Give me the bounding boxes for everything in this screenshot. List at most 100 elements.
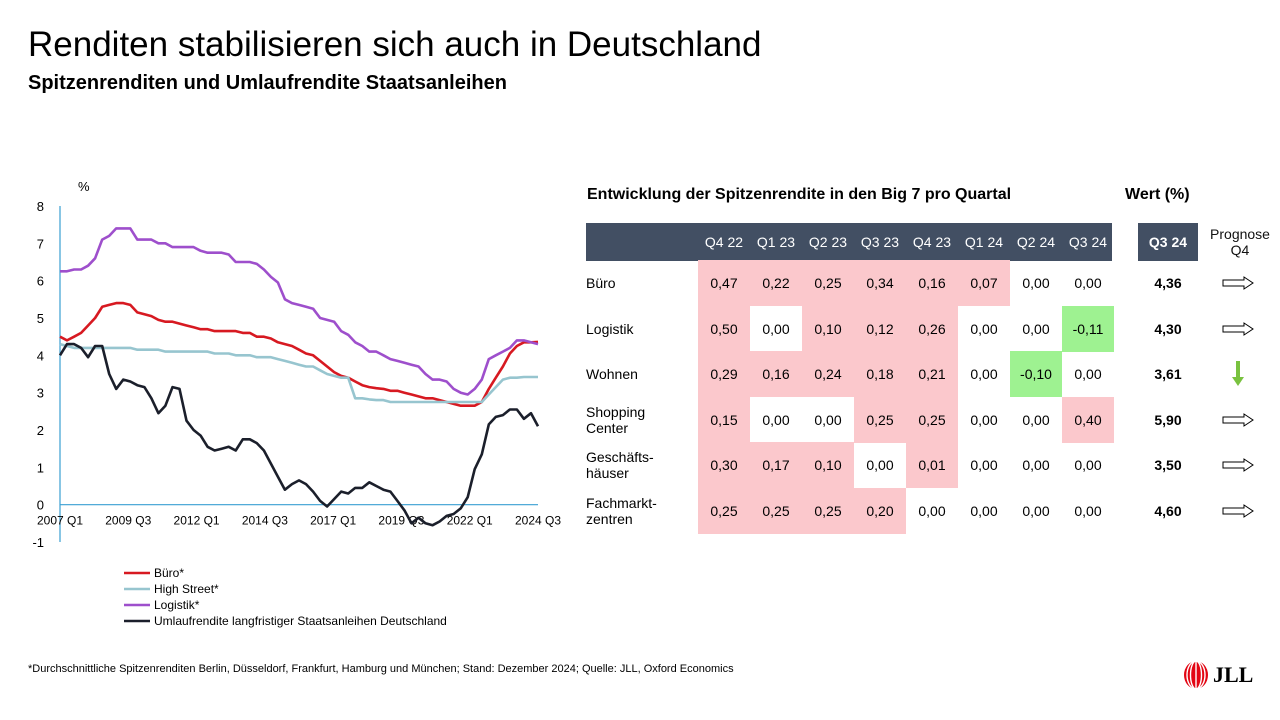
x-tick-label: 2009 Q3	[105, 514, 151, 528]
table-cell: 0,26	[906, 305, 958, 352]
row-label-line: Shopping	[586, 403, 646, 420]
table-cell: 0,47	[698, 260, 750, 306]
legend-label: Logistik*	[154, 598, 200, 612]
current-value-cell: 3,50	[1154, 457, 1182, 473]
row-label-line: Center	[586, 419, 629, 436]
current-value-cell: 4,30	[1154, 320, 1182, 337]
table-cell: 0,00	[1074, 275, 1102, 291]
x-tick-label: 2022 Q1	[447, 514, 493, 528]
table-cell: 0,00	[918, 502, 946, 519]
table-cell: 0,00	[1022, 411, 1050, 428]
x-tick-label: 2007 Q1	[37, 514, 83, 528]
prognose-header: Prognose Q4	[1200, 226, 1280, 258]
table-cell: 0,00	[866, 457, 894, 473]
jll-logo-icon	[1184, 660, 1208, 690]
y-tick-label: 3	[37, 386, 44, 401]
table-cell: 0,10	[802, 305, 854, 352]
jll-logo-text: JLL	[1213, 662, 1254, 687]
table-cell: 0,30	[698, 442, 750, 488]
arrow-down-icon	[1210, 351, 1265, 397]
series-line-3	[58, 342, 540, 527]
table-cell: 0,00	[1022, 275, 1050, 291]
table-cell: 0,10	[802, 442, 854, 488]
y-tick-label: 7	[37, 236, 44, 251]
table-cell: 0,16	[906, 260, 958, 306]
legend-label: High Street*	[154, 582, 219, 596]
y-tick-label: 5	[37, 311, 44, 326]
x-tick-label: 2014 Q3	[242, 514, 288, 528]
table-header-bar	[586, 223, 1112, 261]
table-cell: 0,18	[854, 351, 906, 397]
series-line-0	[59, 301, 539, 407]
row-label-line: Geschäfts-	[586, 449, 654, 465]
row-label-line: Logistik	[586, 320, 634, 337]
table-cell: 0,22	[750, 260, 802, 306]
quarter-header: Q4 22	[704, 234, 744, 250]
y-tick-label: 6	[37, 274, 44, 289]
quarter-header: Q3 24	[1068, 234, 1108, 250]
table-cell: 0,00	[970, 502, 998, 519]
arrow-right-icon	[1210, 306, 1265, 352]
legend-label: Büro*	[154, 566, 184, 580]
prognose-quarter: Q4	[1230, 242, 1250, 258]
table-cell: 0,24	[802, 351, 854, 397]
quarter-header: Q1 23	[756, 234, 796, 250]
row-label: Fachmarkt-zentren	[586, 488, 696, 534]
table-cell: 0,25	[698, 487, 750, 534]
yield-line-chart: % 8 7 6 5 4 3 2 1 0 -1 2007 Q1 2009 Q3 2012 Q1 2014 Q3…	[32, 179, 561, 628]
arrow-right-icon	[1210, 397, 1265, 443]
row-label: Logistik	[586, 306, 696, 352]
y-tick-label: 2	[37, 423, 44, 438]
table-cell: 0,00	[1074, 502, 1102, 519]
arrow-right-icon	[1210, 442, 1265, 488]
table-cell: 0,15	[698, 396, 750, 443]
table-cell: 0,29	[698, 351, 750, 397]
table-cell: 0,00	[1022, 457, 1050, 473]
arrow-right-icon	[1210, 488, 1265, 534]
x-tick-label: 2012 Q1	[174, 514, 220, 528]
table-cell: 0,20	[854, 487, 906, 534]
table-cell: 0,17	[750, 442, 802, 488]
table-cell: 0,25	[802, 487, 854, 534]
table-cell: 0,00	[1074, 366, 1102, 382]
table-cell: 0,50	[698, 305, 750, 352]
row-label-line: häuser	[586, 465, 629, 481]
quarter-header: Q4 23	[912, 234, 952, 250]
table-cell: -0,11	[1062, 305, 1114, 352]
table-cell: 0,00	[1074, 457, 1102, 473]
prognose-label: Prognose	[1210, 226, 1270, 242]
current-value-cell: 4,36	[1154, 275, 1182, 291]
table-cell: 0,00	[1022, 502, 1050, 519]
table-cell: 0,00	[814, 411, 842, 428]
table-cell: 0,00	[970, 320, 998, 337]
table-cell: 0,00	[970, 366, 998, 382]
table-cell: 0,16	[750, 351, 802, 397]
quarter-header: Q3 23	[860, 234, 900, 250]
row-label-line: zentren	[586, 510, 633, 527]
table-cell: 0,25	[906, 396, 958, 443]
legend-label: Umlaufrendite langfristiger Staatsanleih…	[154, 614, 447, 628]
row-label-line: Wohnen	[586, 366, 638, 382]
table-heading: Entwicklung der Spitzenrendite in den Bi…	[587, 186, 1012, 203]
table-cell: 0,00	[762, 320, 790, 337]
arrow-right-icon	[1210, 260, 1265, 306]
current-quarter-header: Q3 24	[1138, 223, 1198, 261]
row-label: Shopping Center	[586, 397, 696, 443]
table-cell: 0,00	[970, 411, 998, 428]
table-cell: 0,12	[854, 305, 906, 352]
table-cell: 0,00	[1022, 320, 1050, 337]
y-tick-label: -1	[32, 535, 44, 550]
table-cell: 0,34	[854, 260, 906, 306]
table-cell: -0,10	[1010, 351, 1062, 397]
y-axis-unit-label: %	[78, 179, 90, 194]
y-tick-label: 8	[37, 199, 44, 214]
x-tick-label: 2019 Q3	[378, 514, 424, 528]
x-tick-label: 2017 Q1	[310, 514, 356, 528]
row-label-line: Fachmarkt-	[586, 494, 657, 511]
current-value-cell: 3,61	[1154, 366, 1182, 382]
table-cell: 0,25	[802, 260, 854, 306]
y-tick-label: 0	[37, 498, 44, 513]
quarter-header: Q2 23	[808, 234, 848, 250]
page-subtitle: Spitzenrenditen und Umlaufrendite Staats…	[28, 72, 507, 94]
y-tick-label: 1	[37, 460, 44, 475]
